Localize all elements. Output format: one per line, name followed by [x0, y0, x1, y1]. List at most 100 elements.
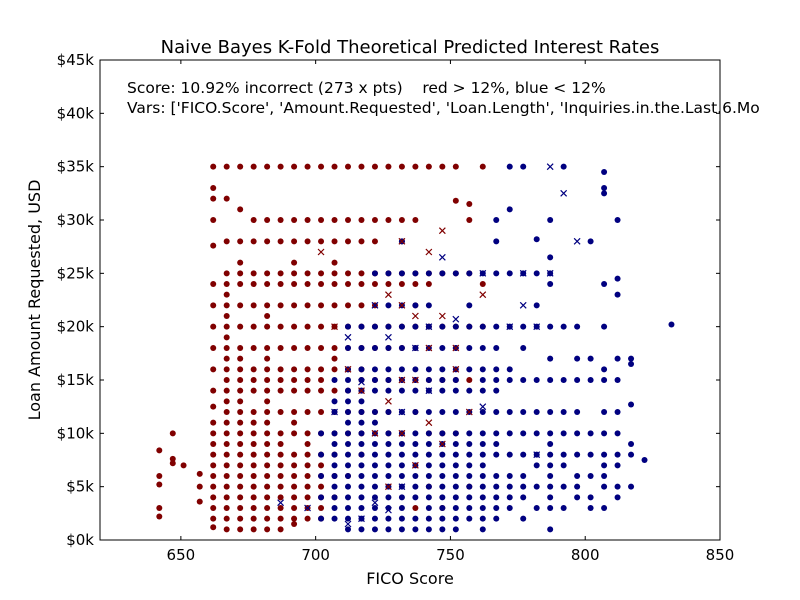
data-point — [223, 366, 230, 373]
misclassified-point — [358, 387, 365, 395]
data-point — [196, 483, 203, 490]
data-point — [264, 526, 271, 533]
data-point — [250, 526, 257, 533]
misclassified-point — [331, 408, 338, 416]
data-point — [291, 473, 298, 479]
data-point — [345, 238, 351, 245]
data-point — [210, 217, 217, 223]
data-point — [574, 430, 581, 437]
data-point — [439, 526, 446, 533]
data-point — [520, 494, 527, 501]
data-point — [412, 366, 419, 373]
data-point — [371, 270, 378, 277]
misclassified-point — [371, 499, 379, 507]
data-point — [237, 281, 244, 287]
data-point — [479, 409, 486, 415]
data-point — [385, 409, 392, 415]
data-point — [210, 451, 217, 458]
data-point — [250, 281, 257, 287]
data-point — [533, 302, 540, 309]
data-point — [237, 302, 244, 309]
data-point — [439, 270, 446, 277]
data-point — [304, 323, 311, 330]
data-point — [304, 473, 311, 479]
data-point — [291, 281, 298, 287]
misclassified-point — [452, 344, 460, 352]
data-point — [533, 430, 540, 437]
data-point — [587, 505, 594, 511]
data-point — [210, 195, 217, 202]
data-point — [331, 217, 338, 223]
data-point — [452, 323, 459, 330]
data-point — [371, 163, 378, 170]
data-point — [264, 270, 271, 277]
data-point — [398, 270, 405, 277]
data-point — [331, 355, 338, 362]
data-point — [493, 270, 500, 277]
data-point — [318, 270, 325, 277]
data-point — [398, 281, 405, 287]
data-point — [398, 494, 405, 501]
data-point — [264, 441, 271, 447]
data-point — [304, 238, 311, 245]
data-point — [506, 494, 513, 501]
data-point — [291, 419, 298, 426]
data-point — [493, 515, 500, 522]
data-point — [196, 470, 203, 477]
data-point — [452, 163, 459, 170]
data-point — [587, 494, 594, 501]
data-point — [493, 345, 500, 351]
data-point — [425, 462, 432, 469]
data-point — [385, 473, 392, 479]
data-point — [318, 377, 325, 383]
misclassified-point — [411, 312, 419, 320]
data-point — [318, 217, 325, 223]
y-axis: $0k $5k $10k $15k $20k $25k $30k $35k $40k $45k — [57, 51, 720, 549]
data-point — [291, 366, 298, 373]
data-point — [371, 473, 378, 479]
data-point — [466, 505, 473, 511]
data-point — [264, 163, 271, 170]
plot-frame — [99, 59, 721, 541]
data-point — [371, 323, 378, 330]
data-point — [506, 473, 513, 479]
data-point — [479, 323, 486, 330]
data-point — [304, 430, 311, 437]
data-point — [291, 238, 298, 245]
data-point — [358, 483, 365, 490]
data-point — [304, 515, 311, 522]
data-point — [156, 481, 163, 488]
data-point — [223, 334, 230, 341]
data-point — [385, 387, 392, 394]
score-annotation: Score: 10.92% incorrect (273 x pts) red … — [127, 79, 606, 97]
vars-annotation: Vars: ['FICO.Score', 'Amount.Requested',… — [127, 99, 760, 117]
data-point — [425, 473, 432, 479]
data-point — [277, 238, 284, 245]
data-point — [331, 483, 338, 490]
data-point — [614, 291, 621, 298]
data-point — [345, 302, 351, 309]
misclassified-point — [398, 429, 406, 437]
data-point — [479, 483, 486, 490]
data-point — [264, 377, 271, 383]
data-point — [291, 323, 298, 330]
data-point — [425, 302, 432, 309]
data-point — [452, 197, 459, 204]
data-point — [264, 430, 271, 437]
misclassified-point — [304, 504, 311, 512]
data-point — [466, 377, 473, 383]
data-point — [358, 451, 365, 458]
data-point — [614, 377, 621, 383]
data-point — [479, 494, 486, 501]
data-point — [210, 323, 217, 330]
data-point — [466, 451, 473, 458]
data-point — [371, 345, 378, 351]
data-point — [493, 441, 500, 447]
data-point — [506, 366, 513, 373]
misclassified-point — [452, 315, 460, 323]
data-point — [223, 377, 230, 383]
data-point — [385, 323, 392, 330]
data-point — [358, 409, 365, 415]
data-point — [425, 270, 432, 277]
data-point — [156, 447, 163, 454]
